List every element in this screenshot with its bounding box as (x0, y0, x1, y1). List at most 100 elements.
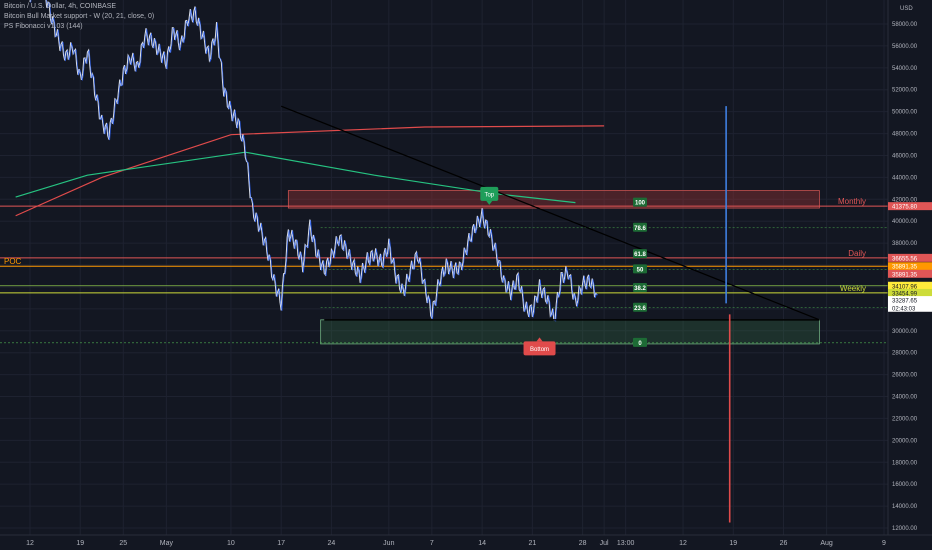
y-tick-label: 50000.00 (892, 110, 918, 116)
x-tick-label: Jul (600, 540, 609, 547)
symbol-title[interactable]: Bitcoin / U.S. Dollar, 4h, COINBASE (4, 3, 117, 10)
y-tick-label: 56000.00 (892, 44, 918, 50)
price-tag-bg (888, 296, 932, 305)
annotation-bottom-box (523, 341, 556, 356)
support-zone (320, 319, 820, 345)
y-tick-label: 54000.00 (892, 66, 918, 72)
y-tick-label: 22000.00 (892, 416, 918, 422)
ma-red-line (15, 125, 605, 217)
fib-tag (633, 337, 647, 347)
price-axis[interactable]: USD 12000.00 14000.00 16000.00 18000.00 20000… (887, 0, 932, 550)
x-tick-label: 12 (679, 540, 687, 547)
price-line (29, 0, 598, 322)
price-tag: 35891.35 (892, 272, 918, 278)
x-tick-label: 19 (76, 540, 84, 547)
price-tag-bg (888, 202, 932, 211)
y-tick-label: 44000.00 (892, 175, 918, 181)
indicator-bull-market-support[interactable]: Bitcoin Bull Market support - W (20, 21,… (4, 13, 155, 20)
y-tick-label: 24000.00 (892, 395, 918, 401)
y-tick-label: 18000.00 (892, 460, 918, 466)
annotation-bottom: Bottom (530, 347, 549, 353)
annotation-top: Top (484, 192, 494, 198)
x-tick-label: 7 (430, 540, 434, 547)
x-tick-label: 26 (780, 540, 788, 547)
chart-grid (0, 0, 888, 535)
zones (287, 190, 820, 345)
chart-legend: Bitcoin / U.S. Dollar, 4h, COINBASE Bitc… (4, 2, 154, 32)
resistance-zone (287, 190, 820, 209)
price-tag-bg (888, 253, 932, 262)
price-tag-bg (888, 288, 932, 297)
fib-label-38.2: 38.2 (634, 286, 646, 292)
price-tag: 41375.80 (892, 205, 918, 211)
fib-tag (633, 283, 647, 293)
x-tick-label: 19 (729, 540, 737, 547)
price-tag-bg (888, 281, 932, 290)
x-tick-label: 9 (882, 540, 886, 547)
fib-label-50: 50 (637, 267, 644, 273)
y-tick-label: 28000.00 (892, 351, 918, 357)
y-tick-label: 38000.00 (892, 241, 918, 247)
price-series (29, 0, 598, 322)
fib-label-61.8: 61.8 (634, 252, 646, 258)
fib-labels: 100 78.6 61.8 50 38.2 23.6 0 (633, 197, 647, 347)
x-tick-label: 25 (119, 540, 127, 547)
fib-tag (633, 222, 647, 232)
y-tick-label: 42000.00 (892, 197, 918, 203)
price-tag: 33454.99 (892, 291, 918, 297)
x-tick-label: 13:00 (617, 540, 635, 547)
y-tick-label: 30000.00 (892, 329, 918, 335)
level-label-monthly: Monthly (838, 197, 866, 206)
projection-lines (725, 106, 731, 523)
price-tag: 02:43:03 (892, 306, 916, 312)
y-tick-label: 26000.00 (892, 373, 918, 379)
y-tick-label: 48000.00 (892, 132, 918, 138)
price-line-shadow (30, 0, 598, 322)
x-tick-label: Jun (383, 540, 394, 547)
x-tick-label: 10 (227, 540, 235, 547)
fib-label-0: 0 (638, 341, 642, 347)
price-tag: 36655.56 (892, 256, 918, 262)
ma-green-line (15, 151, 576, 204)
annotation-bottom-arrow (536, 337, 543, 342)
x-tick-label: 21 (528, 540, 536, 547)
annotation-top-arrow (486, 200, 493, 205)
x-tick-label: 28 (579, 540, 587, 547)
trend-lines (280, 105, 820, 321)
price-tag: 35891.35 (892, 265, 918, 271)
indicator-fibonacci[interactable]: PS Fibonacci v1.03 (144) (4, 23, 83, 30)
time-axis[interactable]: 12 19 25 May 10 17 24 Jun 7 14 21 28 Jul 13:00 12 19 26 A… (0, 534, 932, 547)
price-levels: Monthly Daily POC Weekly (0, 197, 888, 344)
y-tick-label: 12000.00 (892, 526, 918, 532)
fib-tag (633, 249, 647, 259)
level-label-daily: Daily (848, 249, 866, 258)
y-tick-label: 20000.00 (892, 438, 918, 444)
fib-label-100: 100 (635, 201, 646, 207)
price-tag-bg (888, 303, 932, 312)
fib-tag (633, 302, 647, 312)
price-tag: 33287.65 (892, 299, 918, 305)
x-tick-label: 14 (478, 540, 486, 547)
annotation-top-box (480, 186, 499, 201)
y-tick-label: 52000.00 (892, 88, 918, 94)
annotations: Top Bottom (480, 186, 556, 356)
fib-label-78.6: 78.6 (634, 226, 646, 232)
x-tick-label: Aug (820, 540, 833, 547)
x-tick-label: 24 (328, 540, 336, 547)
x-tick-label: May (160, 540, 174, 547)
y-tick-label: 14000.00 (892, 504, 918, 510)
price-tag-bg (888, 262, 932, 271)
descending-trendline (280, 105, 820, 321)
y-tick-label: 46000.00 (892, 153, 918, 159)
price-tag-bg (888, 269, 932, 278)
currency-label: USD (900, 6, 913, 12)
x-tick-label: 12 (26, 540, 34, 547)
fib-label-23.6: 23.6 (634, 306, 646, 312)
y-tick-label: 58000.00 (892, 22, 918, 28)
level-label-poc: POC (4, 257, 22, 266)
moving-averages (15, 125, 605, 217)
level-label-weekly: Weekly (840, 284, 866, 293)
price-tag: 34107.96 (892, 284, 918, 290)
fib-tag (633, 197, 647, 207)
